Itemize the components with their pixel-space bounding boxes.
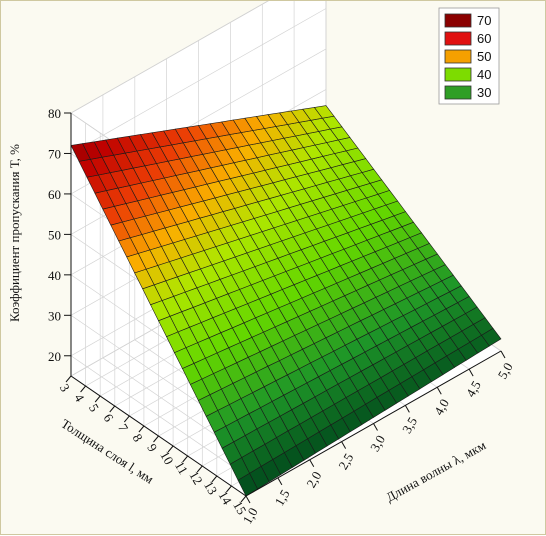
y-tick-label: 3 xyxy=(57,381,73,394)
x-tick-label: 3,0 xyxy=(367,432,388,454)
x-tick-label: 1,5 xyxy=(271,487,292,509)
z-tick-labels: 80 70 60 50 40 30 20 xyxy=(48,106,61,364)
x-tick xyxy=(245,495,251,504)
x-tick xyxy=(309,459,315,467)
y-tick xyxy=(109,405,116,413)
x-tick xyxy=(341,441,347,449)
x-tick xyxy=(404,405,410,413)
y-tick-label: 8 xyxy=(130,431,146,444)
z-tick-label: 50 xyxy=(48,227,61,242)
y-tick-label: 4 xyxy=(71,391,87,405)
surface-cell xyxy=(313,105,335,119)
y-tick xyxy=(65,375,72,383)
y-tick xyxy=(167,445,174,453)
z-tick-label: 60 xyxy=(48,187,61,202)
x-tick-label: 1,0 xyxy=(240,505,261,527)
z-tick-label: 30 xyxy=(48,308,61,323)
x-tick xyxy=(500,350,506,359)
y-tick xyxy=(153,435,159,443)
y-tick xyxy=(94,395,101,403)
x-tick-label: 2,5 xyxy=(335,451,356,473)
legend: 70 60 50 40 30 xyxy=(438,7,500,105)
y-tick-label: 10 xyxy=(157,448,176,467)
y-tick-label: 6 xyxy=(101,411,117,425)
legend-swatch xyxy=(444,31,472,46)
legend-item: 50 xyxy=(444,49,491,64)
y-tick-label: 15 xyxy=(230,498,249,517)
y-axis-label: Толщина слоя l, мм xyxy=(58,416,156,487)
x-tick-label: 2,0 xyxy=(303,469,324,491)
z-tick-label: 20 xyxy=(48,349,61,364)
z-tick-label: 40 xyxy=(48,268,61,283)
y-tick xyxy=(226,485,232,493)
y-tick-label: 7 xyxy=(115,421,131,435)
y-tick-label: 13 xyxy=(201,478,220,497)
y-tick xyxy=(123,415,130,423)
legend-label: 30 xyxy=(477,85,491,100)
z-tick-label: 80 xyxy=(48,106,61,121)
z-tick-label: 70 xyxy=(48,146,61,161)
x-tick-label: 4,0 xyxy=(431,396,452,418)
x-tick xyxy=(373,423,378,431)
y-tick xyxy=(240,495,247,503)
x-tick xyxy=(277,477,283,486)
surface-mesh xyxy=(70,105,502,497)
legend-swatch xyxy=(444,13,472,28)
x-tick xyxy=(468,368,474,377)
z-axis-label: Коэффициент пропускания T, % xyxy=(7,144,22,322)
legend-item: 60 xyxy=(444,31,491,46)
legend-swatch xyxy=(444,49,472,64)
legend-label: 40 xyxy=(477,67,491,82)
legend-item: 30 xyxy=(444,85,491,100)
axes xyxy=(64,112,506,504)
legend-label: 60 xyxy=(477,31,491,46)
y-tick xyxy=(80,385,86,393)
y-tick xyxy=(196,465,203,473)
y-tick-label: 9 xyxy=(144,441,160,454)
y-tick xyxy=(138,425,145,433)
x-tick-labels: 1,0 1,5 2,0 2,5 3,0 3,5 4,0 4,5 5,0 xyxy=(240,360,516,527)
legend-swatch xyxy=(444,67,472,82)
legend-swatch xyxy=(444,85,472,100)
x-tick-label: 5,0 xyxy=(495,360,516,382)
legend-label: 50 xyxy=(477,49,491,64)
x-tick-label: 3,5 xyxy=(399,414,420,436)
x-tick xyxy=(436,387,442,395)
y-tick xyxy=(182,455,189,463)
x-tick-label: 4,5 xyxy=(463,378,484,400)
y-tick-label: 12 xyxy=(186,468,205,487)
legend-item: 70 xyxy=(444,13,491,28)
y-tick-label: 5 xyxy=(86,401,102,414)
legend-item: 40 xyxy=(444,67,491,82)
x-axis-label: Длина волны λ, мкм xyxy=(383,437,488,504)
legend-label: 70 xyxy=(477,13,491,28)
y-tick xyxy=(211,475,218,483)
